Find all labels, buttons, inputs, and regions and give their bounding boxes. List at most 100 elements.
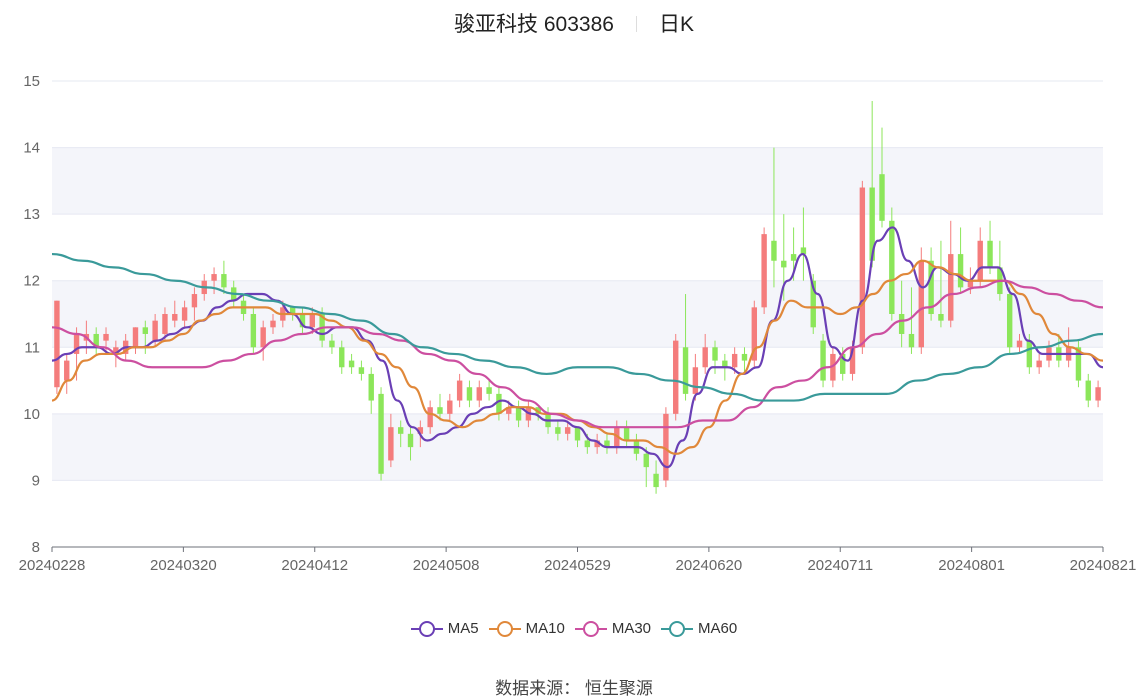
candle-body (93, 333, 99, 348)
legend-marker-icon (410, 620, 443, 637)
candle-body (73, 333, 80, 354)
candle-body (378, 393, 384, 474)
x-tick-label: 20240529 (544, 557, 611, 574)
candle-body (299, 314, 306, 328)
candle-body (515, 407, 522, 421)
legend-item-ma60[interactable]: MA60 (661, 620, 737, 637)
grid-band (52, 413, 1103, 481)
x-tick-label: 20240320 (150, 557, 217, 574)
legend-item-ma10[interactable]: MA10 (488, 620, 565, 637)
candle-body (712, 347, 718, 361)
legend: MA5 MA10 MA30 MA60 (0, 620, 1148, 641)
candle-body (840, 353, 846, 374)
candle-body (584, 440, 591, 448)
data-source: 数据来源： 恒生聚源 (495, 679, 653, 698)
legend-marker-icon (661, 620, 694, 637)
candle-body (820, 340, 826, 381)
x-tick-label: 20240620 (676, 557, 743, 574)
candle-body (358, 367, 365, 374)
candle-body (162, 314, 168, 334)
candle-body (113, 347, 119, 354)
candle-body (456, 380, 463, 401)
candle-body (476, 387, 482, 401)
candle-body (879, 174, 885, 221)
candle-body (54, 300, 60, 388)
candle-body (260, 327, 266, 348)
y-tick-label: 11 (24, 339, 40, 356)
period-label[interactable]: 日K (658, 13, 694, 36)
candle-body (270, 320, 276, 328)
kline-chart: 8 9 10 11 12 13 14 15 20240228 20240320 20240412 20… (19, 73, 1137, 574)
candle-body (339, 347, 345, 368)
y-tick-label: 10 (23, 406, 40, 423)
candle-body (1016, 340, 1023, 348)
candle-body (781, 260, 787, 268)
candle-body (751, 307, 758, 361)
candle-body (594, 440, 600, 448)
candle-body (152, 320, 158, 341)
x-tick-label: 20240228 (19, 557, 86, 574)
chart-title: 骏亚科技 603386 日K (0, 8, 1148, 38)
ma-line-ma5 (51, 226, 1104, 469)
candle-body (348, 360, 355, 368)
candle-body (172, 314, 178, 321)
candle-body (967, 280, 974, 288)
legend-label: MA30 (611, 620, 652, 637)
legend-item-ma5[interactable]: MA5 (410, 620, 479, 637)
candle-body (771, 240, 777, 261)
candle-body (289, 307, 296, 314)
candle-body (604, 440, 610, 448)
candle-body (761, 234, 767, 308)
candle-body (1085, 380, 1091, 401)
candle-body (663, 413, 669, 481)
candle-body (889, 220, 895, 314)
candle-body (211, 274, 217, 281)
candle-body (191, 294, 198, 308)
candle-body (1026, 340, 1033, 368)
candle-body (673, 340, 679, 414)
candle-body (1075, 347, 1082, 381)
x-tick-label: 20240711 (807, 557, 873, 574)
legend-label: MA60 (698, 620, 738, 637)
candle-body (103, 333, 109, 341)
legend-item-ma30[interactable]: MA30 (574, 620, 652, 637)
candle-body (437, 407, 443, 414)
candle-body (309, 314, 315, 328)
title-divider (635, 16, 637, 32)
y-tick-label: 12 (23, 273, 40, 290)
candle-body (682, 347, 689, 394)
candle-body (555, 427, 561, 434)
candle-body (1006, 294, 1013, 348)
stock-title: 骏亚科技 603386 (454, 13, 614, 36)
candle-body (417, 427, 424, 434)
candle-body (486, 387, 492, 394)
legend-marker-icon (488, 620, 521, 637)
grid-band (52, 147, 1103, 215)
candle-body (830, 353, 836, 381)
y-tick-label: 15 (23, 73, 40, 90)
candle-body (731, 353, 738, 368)
candle-body (1095, 387, 1101, 401)
y-tick-label: 13 (23, 206, 40, 223)
candle-body (447, 400, 453, 414)
y-tick-label: 8 (32, 539, 40, 556)
candle-body (250, 314, 257, 348)
candle-body (388, 427, 394, 461)
candle-body (928, 260, 934, 314)
candle-body (466, 387, 473, 401)
candle-body (427, 407, 433, 428)
candle-body (849, 347, 856, 374)
candle-body (397, 427, 404, 434)
candle-body (132, 327, 139, 348)
ma-line-ma30 (51, 279, 1104, 429)
candle-body (957, 254, 964, 288)
candle-body (181, 307, 188, 321)
candle-body (938, 314, 944, 321)
candle-body (1036, 360, 1042, 368)
candle-body (496, 393, 502, 414)
candle-body (977, 240, 983, 281)
y-tick-label: 9 (32, 472, 40, 489)
candle-body (692, 367, 699, 394)
legend-marker-icon (574, 620, 607, 637)
y-tick-label: 14 (23, 140, 40, 157)
